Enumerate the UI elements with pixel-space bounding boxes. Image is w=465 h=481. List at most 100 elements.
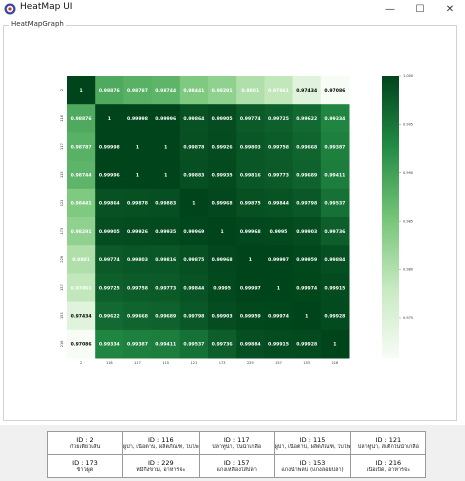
heatmap-cell xyxy=(208,301,237,331)
heatmap-cell xyxy=(151,245,181,274)
id-cell: ID : 116 ผูบ่า, เนื้อตาบ, ผลิตภัณฑ, ไบโพ xyxy=(122,431,200,455)
cell-value-label: 0.99411 xyxy=(324,173,345,179)
heatmap-cell xyxy=(179,329,209,359)
cell-value-label: 0.99725 xyxy=(268,116,289,122)
cell-value-label: 0.99537 xyxy=(183,342,204,348)
cell-value-label: 0.99803 xyxy=(240,144,261,150)
cell-value-label: 0.99816 xyxy=(155,257,176,263)
heatmap-cell xyxy=(123,188,153,218)
heatmap-cell xyxy=(95,217,124,246)
cell-value-label: 0.99903 xyxy=(296,229,317,235)
col-tick-label: 216 xyxy=(332,361,339,365)
cell-value-label: 1 xyxy=(136,173,139,179)
id-cell: ID : 229 หมีกึ่งขาม, อาหารจะ xyxy=(122,454,200,478)
id-cell: ID : 117 ปลาทูน่า, ในน้ำเกลือ xyxy=(198,431,275,455)
cell-value-label: 0.99689 xyxy=(296,173,317,179)
groupbox-label: HeatMapGraph xyxy=(9,20,66,28)
minimize-button[interactable]: — xyxy=(385,3,395,15)
heatmap-cell xyxy=(123,329,153,359)
heatmap-cell xyxy=(123,301,153,331)
col-tick-label: 153 xyxy=(303,361,310,365)
row-tick-label: 229 xyxy=(60,256,64,263)
cell-value-label: 0.99334 xyxy=(324,116,345,122)
cell-value-label: 0.99903 xyxy=(212,314,233,320)
cell-value-label: 0.99884 xyxy=(240,342,261,348)
close-button[interactable]: ✕ xyxy=(445,3,455,15)
cell-value-label: 0.98876 xyxy=(99,88,120,94)
cell-value-label: 0.97434 xyxy=(296,88,317,94)
heatmap-cell xyxy=(151,160,181,190)
col-tick-label: 117 xyxy=(134,361,141,365)
heatmap-cell xyxy=(292,217,322,246)
heatmap-cell xyxy=(67,217,96,246)
cell-value-label: 0.99905 xyxy=(212,116,233,122)
heatmap-cell xyxy=(95,273,124,303)
heatmap-cell xyxy=(67,104,96,133)
heatmap-cell xyxy=(179,273,209,303)
row-tick-label: 157 xyxy=(60,284,64,291)
cell-value-label: 1 xyxy=(249,257,252,263)
id-cell: ID : 153 แกงน้ำพลบ (แกงลอยปลา) xyxy=(273,454,352,478)
heatmap-cell xyxy=(179,160,209,190)
heatmap-cell xyxy=(320,188,350,218)
id-cell: ID : 216 เนื้อเป็ด, อาหารจะ xyxy=(350,454,427,478)
heatmap-groupbox xyxy=(3,25,457,421)
cell-value-label: 0.98441 xyxy=(183,88,204,94)
heatmap-cell xyxy=(151,217,181,246)
cell-value-label: 0.98744 xyxy=(71,173,92,179)
cell-value-label: 0.99668 xyxy=(296,144,317,150)
cell-value-label: 0.98787 xyxy=(127,88,148,94)
cell-value-label: 0.99844 xyxy=(183,285,204,291)
heatmap-cell xyxy=(151,273,181,303)
heatmap-cell xyxy=(208,329,237,359)
cell-value-label: 0.99959 xyxy=(296,257,317,263)
cell-value-label: 0.99803 xyxy=(127,257,148,263)
heatmap-cell xyxy=(264,104,294,133)
heatmap-cell xyxy=(236,245,265,274)
heatmap-cell xyxy=(292,160,322,190)
row-tick-label: 173 xyxy=(60,228,64,235)
maximize-button[interactable]: ☐ xyxy=(415,3,425,15)
cell-value-label: 1 xyxy=(164,144,167,150)
id-cell: ID : 173 ข้าวผูด xyxy=(47,454,123,478)
heatmap-cell xyxy=(264,188,294,218)
cell-value-label: 0.9995 xyxy=(213,285,231,291)
title-bar: HeatMap UI — ☐ ✕ xyxy=(0,0,465,18)
heatmap-cell xyxy=(320,301,350,331)
cell-value-label: 1 xyxy=(305,314,308,320)
colorbar-tick-label: 0.985 xyxy=(403,219,413,223)
col-tick-label: 2 xyxy=(80,361,82,365)
heatmap-cell xyxy=(236,104,265,133)
heatmap-cell xyxy=(208,160,237,190)
heatmap-cell xyxy=(236,301,265,331)
heatmap-cell xyxy=(208,76,237,105)
cell-value-label: 0.99968 xyxy=(212,201,233,207)
colorbar-tick-label: 0.975 xyxy=(403,316,413,320)
cell-value-label: 0.99774 xyxy=(240,116,261,122)
cell-value-label: 0.99915 xyxy=(324,285,345,291)
row-tick-label: 153 xyxy=(60,312,64,319)
cell-value-label: 0.98787 xyxy=(71,144,92,150)
cell-value-label: 0.99758 xyxy=(127,285,148,291)
heatmap-cell xyxy=(236,160,265,190)
cell-value-label: 0.99622 xyxy=(99,314,120,320)
row-tick-label: 2 xyxy=(60,89,64,91)
heatmap-cell xyxy=(236,188,265,218)
heatmap-cell xyxy=(292,104,322,133)
heatmap-cell xyxy=(292,301,322,331)
cell-value-label: 0.99736 xyxy=(212,342,233,348)
cell-value-label: 0.99883 xyxy=(183,173,204,179)
colorbar-tick-label: 0.995 xyxy=(403,123,413,127)
cell-value-label: 1 xyxy=(277,285,280,291)
heatmap-cell xyxy=(67,188,96,218)
cell-value-label: 0.99798 xyxy=(183,314,204,320)
cell-value-label: 0.99864 xyxy=(99,201,120,207)
cell-value-label: 0.99387 xyxy=(324,144,345,150)
cell-value-label: 0.99773 xyxy=(155,285,176,291)
heatmap-cell xyxy=(67,132,96,162)
heatmap-cell xyxy=(208,217,237,246)
cell-value-label: 0.99816 xyxy=(240,173,261,179)
heatmap-cell xyxy=(179,188,209,218)
heatmap-cell xyxy=(123,104,153,133)
heatmap-cell xyxy=(292,132,322,162)
